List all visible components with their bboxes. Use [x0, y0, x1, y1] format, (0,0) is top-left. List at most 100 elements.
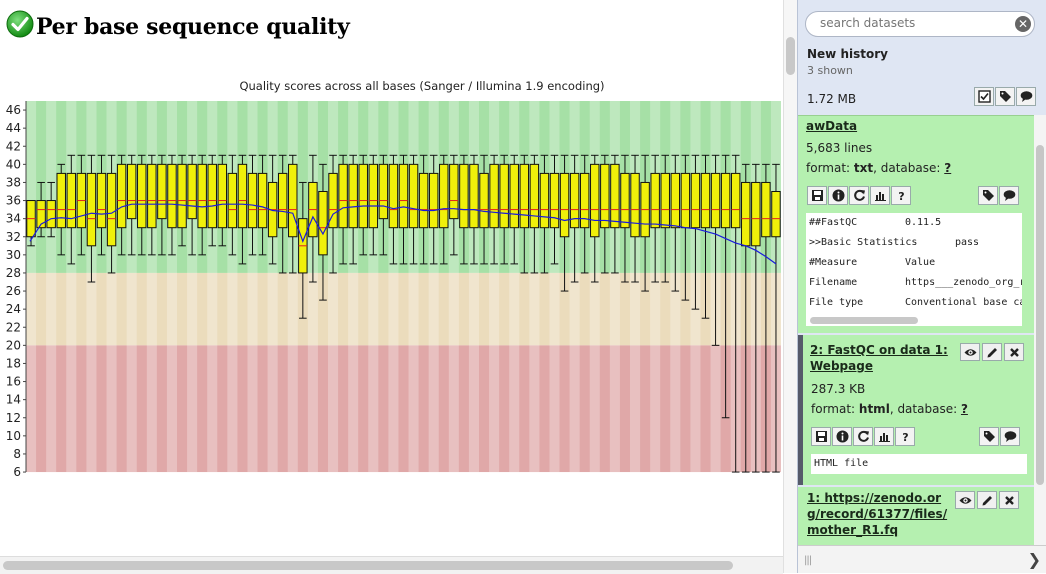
dataset-item: 2: FastQC on data 1: Webpage 287.3 KB fo…	[798, 335, 1034, 485]
page-title: Per base sequence quality	[36, 14, 350, 40]
y-tick-label: 26	[6, 284, 21, 298]
y-tick-label: 18	[6, 356, 21, 370]
edit-button[interactable]	[982, 343, 1002, 361]
box	[710, 172, 721, 229]
box	[288, 163, 298, 238]
y-tick-label: 44	[6, 121, 21, 135]
view-button[interactable]	[955, 491, 975, 509]
edit-button[interactable]	[977, 491, 997, 509]
box	[247, 172, 258, 229]
rerun-button[interactable]	[853, 427, 873, 446]
box	[418, 172, 429, 229]
column-stripe	[368, 101, 379, 473]
history-vertical-scrollbar[interactable]	[1034, 115, 1046, 545]
download-button[interactable]	[811, 427, 831, 446]
refresh-icon	[857, 430, 869, 442]
report-horizontal-scrollbar[interactable]	[0, 556, 783, 574]
dataset-tags-button[interactable]	[978, 186, 998, 205]
box	[751, 181, 761, 247]
history-tags-button[interactable]	[995, 87, 1015, 106]
column-stripe	[549, 101, 560, 473]
column-stripe	[307, 101, 318, 473]
column-stripe	[166, 101, 177, 473]
dataset-line-count: 5,683 lines	[806, 141, 873, 155]
column-stripe	[428, 101, 439, 473]
column-stripe	[468, 101, 479, 473]
column-stripe	[227, 101, 238, 473]
info-icon	[832, 189, 844, 202]
info-button[interactable]	[832, 427, 852, 446]
box	[348, 163, 358, 229]
box	[126, 163, 137, 220]
box	[157, 163, 167, 220]
dataset-title[interactable]: awData	[806, 119, 858, 133]
help-button[interactable]: ?	[895, 427, 915, 446]
comment-icon	[1020, 91, 1032, 102]
dataset-title[interactable]: 1: https://zenodo.org/record/61377/files…	[807, 491, 948, 537]
peek-scrollbar[interactable]	[810, 317, 918, 324]
history-name[interactable]: New history	[807, 47, 888, 61]
box	[56, 172, 66, 229]
column-stripe	[388, 101, 399, 473]
dataset-annotation-button[interactable]	[999, 186, 1019, 205]
dataset-annotation-button[interactable]	[1000, 427, 1020, 446]
dataset-title[interactable]: 2: FastQC on data 1: Webpage	[810, 343, 948, 373]
visualize-button[interactable]	[870, 186, 890, 205]
box	[620, 172, 630, 229]
quality-band	[26, 272, 781, 346]
y-tick-label: 30	[6, 248, 21, 262]
column-stripe	[408, 101, 419, 473]
rerun-button[interactable]	[849, 186, 869, 205]
chevron-right-icon[interactable]: ❯	[1027, 550, 1041, 569]
delete-button[interactable]	[1004, 343, 1024, 361]
history-shown-count: 3 shown	[807, 64, 853, 77]
box	[539, 172, 550, 229]
y-tick-label: 42	[6, 139, 21, 153]
question-icon: ?	[898, 190, 904, 202]
clear-search-icon[interactable]: ✕	[1015, 16, 1031, 32]
search-input[interactable]	[820, 16, 1010, 30]
tags-icon	[999, 91, 1011, 102]
info-button[interactable]	[828, 186, 848, 205]
column-stripe	[146, 101, 157, 473]
checkbox-icon	[977, 90, 991, 103]
box	[116, 163, 127, 229]
column-stripe	[247, 101, 258, 473]
box	[167, 163, 177, 229]
box	[439, 163, 449, 229]
select-all-button[interactable]	[974, 87, 994, 106]
report-header: Per base sequence quality	[6, 4, 350, 44]
box	[46, 200, 56, 229]
database-link[interactable]: ?	[944, 161, 952, 175]
column-stripe	[267, 101, 278, 473]
scrollbar-thumb[interactable]	[3, 561, 733, 570]
scrollbar-thumb[interactable]	[786, 37, 795, 75]
tags-icon	[983, 431, 995, 442]
y-tick-label: 24	[6, 302, 21, 316]
scrollbar-thumb[interactable]	[1036, 145, 1044, 485]
box	[449, 163, 459, 220]
visualize-button[interactable]	[874, 427, 894, 446]
column-stripe	[448, 101, 459, 473]
history-annotation-button[interactable]	[1016, 87, 1036, 106]
view-button[interactable]	[960, 343, 980, 361]
dataset-size: 287.3 KB	[811, 382, 866, 396]
download-button[interactable]	[807, 186, 827, 205]
database-link[interactable]: ?	[960, 402, 968, 416]
box	[207, 163, 217, 229]
box	[187, 163, 197, 220]
y-tick-label: 14	[6, 393, 21, 407]
search-datasets-box[interactable]: ✕	[805, 11, 1035, 37]
help-button[interactable]: ?	[891, 186, 911, 205]
eye-icon	[964, 348, 976, 356]
resize-grip-icon[interactable]: |||	[804, 555, 812, 566]
box	[96, 172, 107, 229]
delete-button[interactable]	[999, 491, 1019, 509]
report-vertical-scrollbar[interactable]	[783, 0, 798, 573]
dataset-tags-button[interactable]	[979, 427, 999, 446]
y-tick-label: 36	[6, 194, 21, 208]
history-bottom-bar: ||| ❯	[798, 545, 1046, 573]
box	[569, 172, 580, 229]
pencil-icon	[987, 347, 997, 357]
box	[428, 172, 439, 229]
